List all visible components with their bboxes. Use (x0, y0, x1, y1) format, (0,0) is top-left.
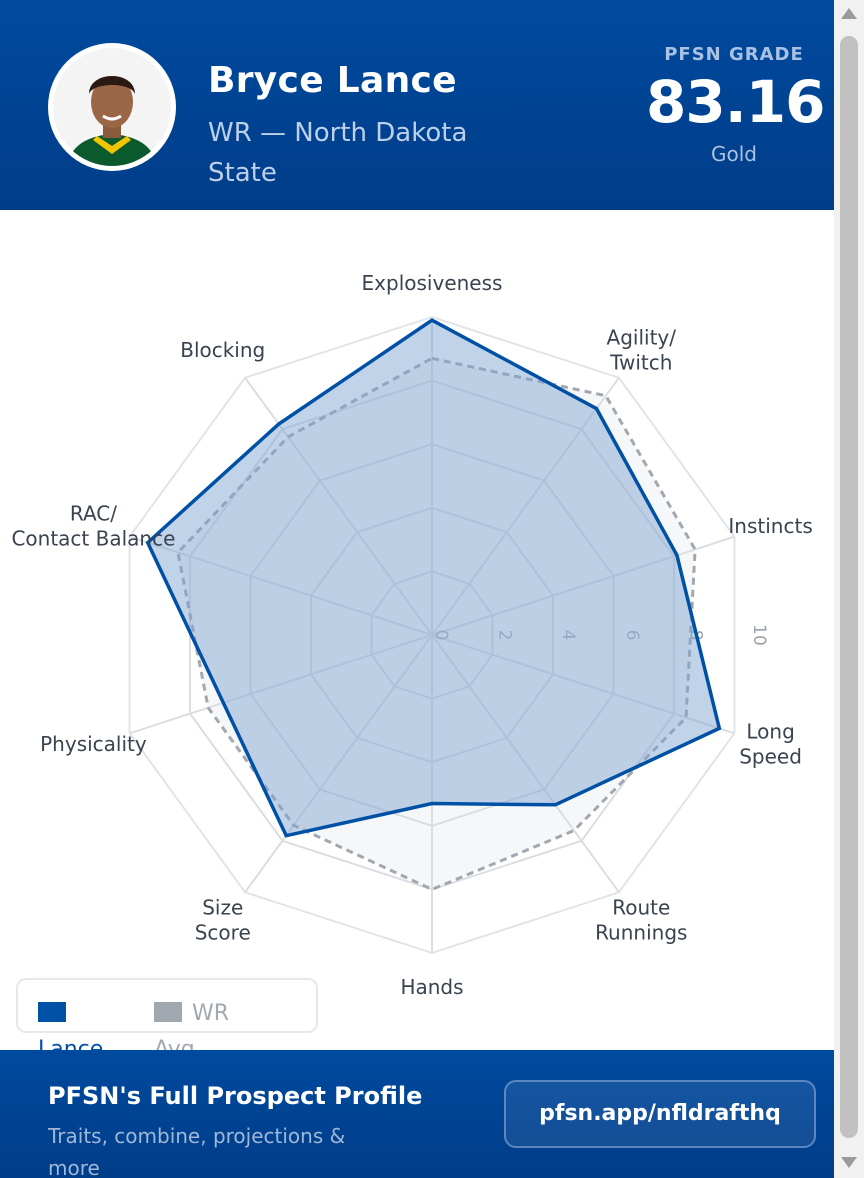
grid-spoke (129, 634, 433, 735)
radar-chart: 0246810 ExplosivenessAgility/TwitchInsti… (11, 271, 812, 999)
legend-swatch-wr-avg (154, 1002, 182, 1022)
player-avatar (48, 43, 176, 171)
axis-label: Explosiveness (362, 271, 503, 295)
prospect-card: Bryce Lance WR — North Dakota State PFSN… (0, 0, 834, 1178)
grade-tier: Gold (711, 142, 757, 166)
axis-label: Hands (400, 975, 463, 999)
axis-label: Agility/Twitch (607, 326, 677, 375)
radar-series (145, 318, 722, 892)
radar-axis-labels: Explosiveness Agility/Twitch Instincts Long… (11, 271, 812, 999)
tick-label: 6 (622, 630, 642, 641)
axis-label: Instincts (728, 514, 812, 538)
grid-spoke (431, 634, 735, 735)
axis-label: Physicality (40, 732, 147, 756)
grid-spoke (431, 634, 620, 893)
axis-label: Size Score (195, 895, 251, 944)
profile-header: Bryce Lance WR — North Dakota State PFSN… (0, 0, 834, 210)
axis-label: Route Runnings (595, 895, 687, 944)
axis-label: Blocking (180, 338, 265, 362)
grid-spoke (244, 377, 433, 636)
scrollbar-thumb[interactable] (840, 36, 858, 1138)
profile-footer: PFSN's Full Prospect Profile Traits, com… (0, 1050, 834, 1178)
axis-label: RAC/Contact Balance (11, 502, 175, 551)
series-wr-avg-area (176, 356, 697, 892)
grid-spoke (244, 634, 433, 893)
player-photo (53, 48, 171, 166)
tick-label: 4 (558, 630, 578, 641)
chart-legend: Lance WR Avg (16, 978, 318, 1062)
grid-spoke (431, 535, 735, 636)
legend-swatch-lance (38, 1002, 66, 1022)
profile-link-button[interactable]: pfsn.app/nfldrafthq (504, 1080, 816, 1148)
scroll-down-arrow-icon[interactable] (841, 1157, 857, 1168)
tick-label: 2 (495, 630, 515, 641)
scroll-up-arrow-icon[interactable] (841, 8, 857, 19)
grid-spoke (431, 377, 620, 636)
tick-label: 10 (749, 624, 769, 646)
tick-label: 0 (431, 630, 451, 641)
position-school: WR — North Dakota State (208, 118, 468, 188)
footer-subtitle: Traits, combine, projections & more (48, 1124, 346, 1178)
grid-spoke (129, 535, 433, 636)
grade-value: 83.16 (646, 68, 825, 136)
grade-label: PFSN GRADE (664, 44, 804, 65)
player-name: Bryce Lance (208, 60, 457, 101)
axis-label: Long Speed (739, 719, 802, 768)
vertical-scrollbar[interactable] (834, 0, 864, 1178)
footer-title: PFSN's Full Prospect Profile (48, 1082, 423, 1110)
